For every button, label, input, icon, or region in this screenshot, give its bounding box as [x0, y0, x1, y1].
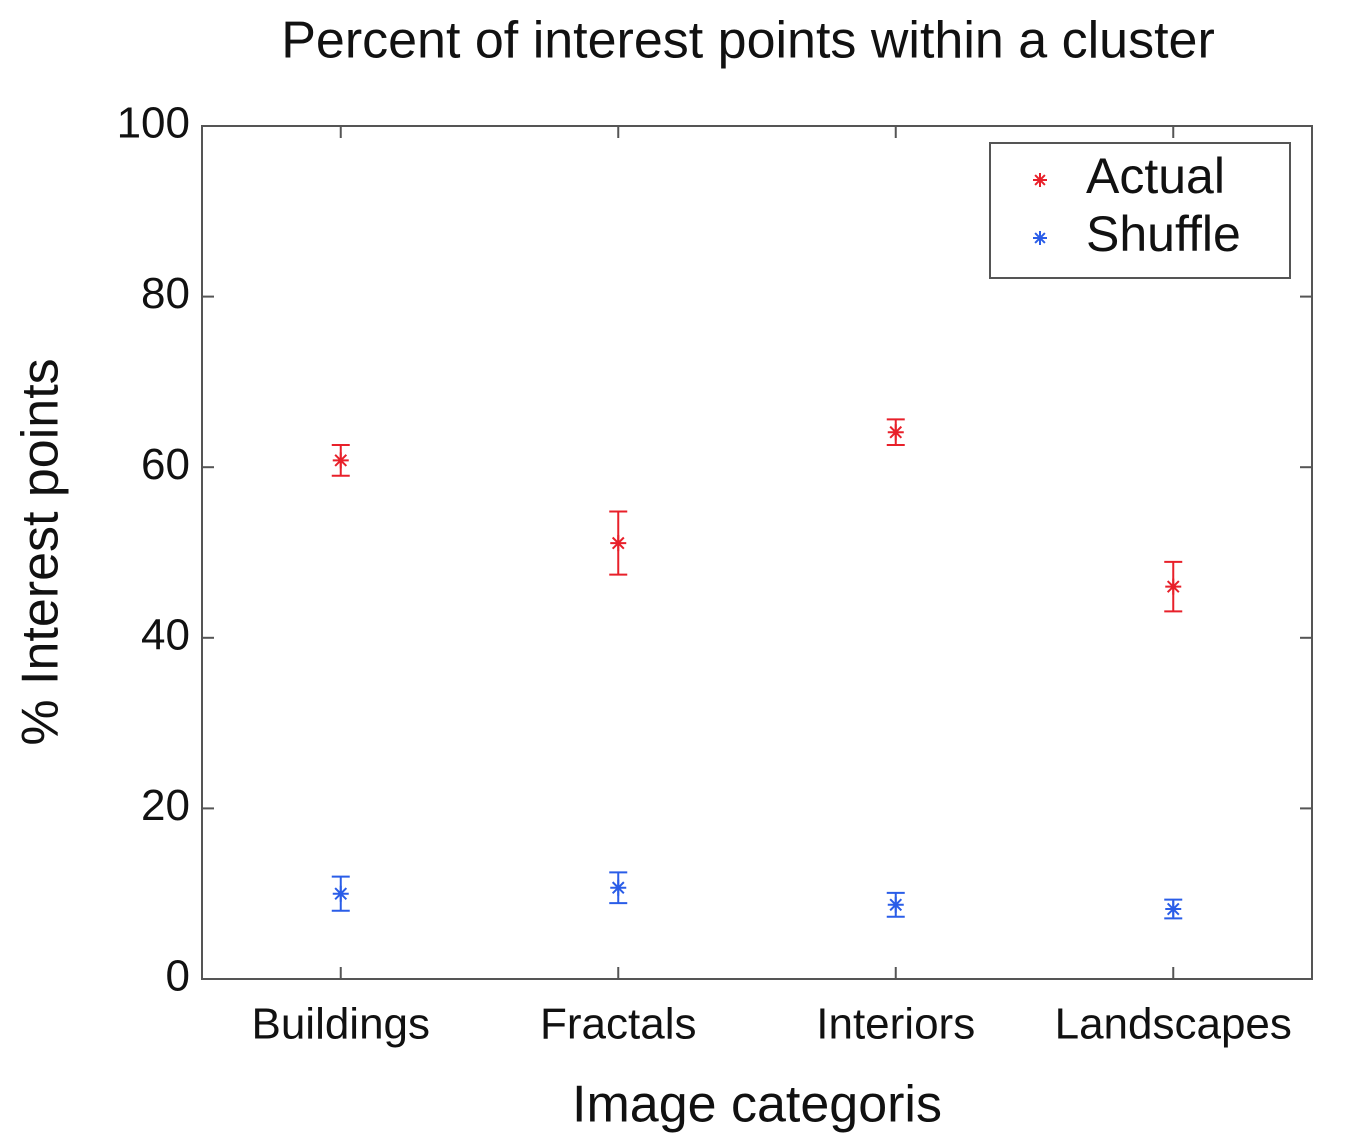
x-tick-label: Interiors [816, 1000, 975, 1049]
y-axis-label: % Interest points [12, 358, 70, 745]
data-point [887, 896, 904, 913]
chart-title: Percent of interest points within a clus… [281, 12, 1215, 70]
data-point [332, 885, 349, 902]
y-tick-label: 20 [141, 781, 190, 830]
x-axis-label: Image categoris [572, 1076, 942, 1134]
y-tick-label: 100 [117, 99, 190, 148]
y-tick-label: 0 [166, 952, 190, 1001]
legend-marker [1033, 173, 1047, 187]
data-point [332, 452, 349, 469]
legend-box [989, 142, 1291, 279]
data-point [1165, 901, 1182, 918]
plot-frame [201, 125, 1313, 980]
data-point [1165, 578, 1182, 595]
y-tick-label: 80 [141, 269, 190, 318]
x-tick-label: Landscapes [1055, 1000, 1292, 1049]
x-tick-label: Fractals [540, 1000, 696, 1049]
legend-label: Actual [1086, 148, 1225, 204]
y-tick-label: 60 [141, 440, 190, 489]
legend-label: Shuffle [1086, 206, 1241, 262]
data-point [887, 424, 904, 441]
data-point [610, 535, 627, 552]
legend-marker [1033, 231, 1047, 245]
x-tick-label: Buildings [251, 1000, 430, 1049]
y-tick-label: 40 [141, 610, 190, 659]
data-point [610, 879, 627, 896]
